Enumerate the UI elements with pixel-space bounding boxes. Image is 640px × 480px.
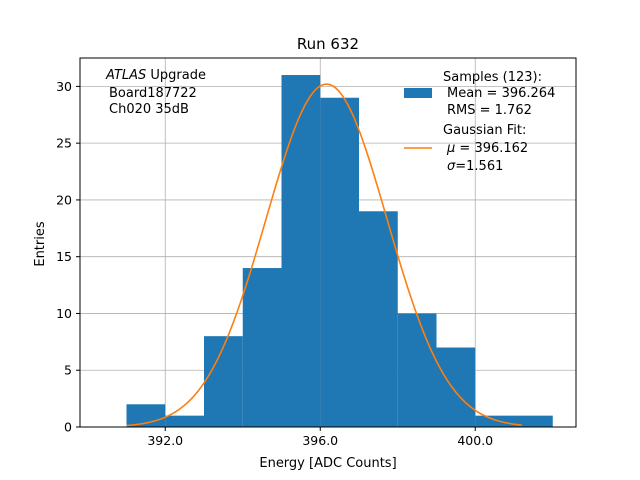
y-tick-label: 30 <box>56 79 72 94</box>
histogram-bars <box>126 75 553 428</box>
experiment-name: ATLAS <box>105 68 146 83</box>
plot-frame <box>79 57 577 428</box>
y-tick-label: 5 <box>64 363 72 378</box>
experiment-label: ATLAS Upgrade <box>105 68 206 83</box>
histogram-bar <box>165 415 204 427</box>
legend-fit-title: Gaussian Fit: <box>443 123 526 138</box>
histogram-bar <box>281 75 321 428</box>
histogram-bar <box>475 415 514 427</box>
x-tick-label: 396.0 <box>302 433 338 448</box>
histogram-bar <box>359 211 398 427</box>
legend-samples-title: Samples (123): <box>443 70 542 85</box>
channel-label: Ch020 35dB <box>109 102 189 117</box>
sigma-symbol: σ <box>447 159 456 174</box>
legend: Samples (123): Mean = 396.264 RMS = 1.76… <box>404 70 555 174</box>
gaussian-fit-curve <box>126 83 522 427</box>
histogram-bar <box>242 268 282 427</box>
x-tick-label: 400.0 <box>457 433 493 448</box>
histogram-bar <box>436 347 476 427</box>
y-tick-label: 15 <box>56 249 72 264</box>
legend-fit-sigma: σ=1.561 <box>447 159 503 174</box>
run-info-annotation: ATLAS Upgrade Board187722 Ch020 35dB <box>105 68 206 117</box>
x-axis-label: Energy [ADC Counts] <box>259 456 396 471</box>
legend-samples-rms: RMS = 1.762 <box>447 103 532 118</box>
y-tick-label: 25 <box>56 136 72 151</box>
legend-samples-swatch <box>404 88 432 98</box>
y-tick-label: 0 <box>64 420 72 435</box>
x-tick-label: 392.0 <box>147 433 183 448</box>
mu-value: = 396.162 <box>455 141 528 156</box>
histogram-bar <box>514 415 553 427</box>
x-axis-ticks: 392.0 396.0 400.0 <box>147 427 493 448</box>
y-tick-label: 20 <box>56 192 72 207</box>
chart-title: Run 632 <box>297 35 359 53</box>
legend-samples-mean: Mean = 396.264 <box>447 86 555 101</box>
mu-symbol: μ <box>446 141 455 156</box>
board-label: Board187722 <box>109 86 197 101</box>
experiment-suffix: Upgrade <box>146 68 206 83</box>
y-tick-label: 10 <box>56 306 72 321</box>
histogram-bar <box>397 313 437 427</box>
legend-fit-mu: μ = 396.162 <box>446 141 528 156</box>
y-axis-ticks: 0 5 10 15 20 25 30 <box>56 79 80 435</box>
histogram-bar <box>320 97 359 427</box>
sigma-value: =1.561 <box>455 159 503 174</box>
y-axis-label: Entries <box>33 221 48 267</box>
histogram-bar <box>204 336 243 427</box>
